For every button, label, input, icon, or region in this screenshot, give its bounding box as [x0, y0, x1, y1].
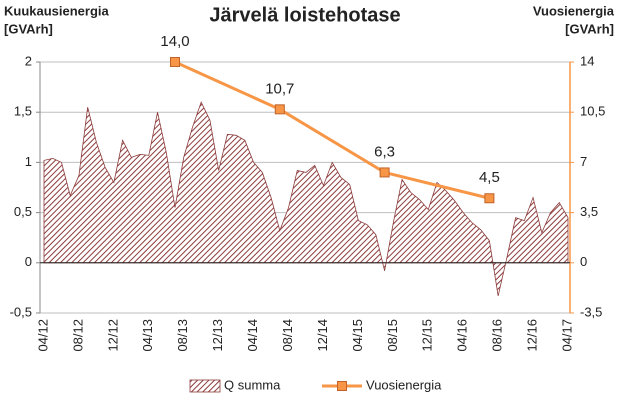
y-tick-label: 1: [25, 154, 32, 169]
y2-tick-label: 10,5: [580, 104, 605, 119]
area: [43, 101, 569, 297]
data-label: 6,3: [374, 143, 395, 160]
data-label: 14,0: [160, 33, 189, 50]
x-tick-label: 08/16: [490, 319, 505, 352]
y2-axis-label: [GVArh]: [565, 21, 614, 36]
y-tick-label: 1,5: [14, 104, 32, 119]
marker: [379, 167, 390, 178]
y-tick-label: -0,5: [10, 304, 32, 319]
y-tick-label: 2: [25, 53, 32, 68]
x-tick-label: 04/17: [559, 319, 574, 352]
data-label: 4,5: [479, 169, 500, 186]
x-tick-label: 12/12: [105, 319, 120, 352]
x-tick-label: 12/13: [210, 319, 225, 352]
y-tick-label: 0,5: [14, 204, 32, 219]
chart-title: Järvelä loistehotase: [209, 4, 400, 26]
data-label: 10,7: [265, 80, 294, 97]
x-tick-label: 12/14: [315, 319, 330, 352]
y-axis-label: Kuukausienergia: [4, 3, 110, 18]
x-tick-label: 08/12: [70, 319, 85, 352]
marker: [274, 104, 285, 115]
x-tick-label: 12/15: [420, 319, 435, 352]
marker: [170, 57, 180, 67]
y2-tick-label: 14: [580, 53, 594, 68]
y2-tick-label: -3,5: [580, 304, 602, 319]
legend-swatch: [189, 379, 221, 393]
legend-swatch: [337, 381, 347, 391]
y-tick-label: 0: [25, 254, 32, 269]
legend-label: Vuosienergia: [366, 377, 442, 392]
line-segment: [279, 108, 386, 174]
y2-tick-label: 7: [580, 154, 587, 169]
marker: [484, 193, 495, 204]
y2-tick-label: 3,5: [580, 204, 598, 219]
y2-axis-label: Vuosienergia: [533, 3, 615, 18]
x-tick-label: 04/12: [35, 319, 50, 352]
x-tick-label: 08/14: [280, 319, 295, 352]
x-tick-label: 08/15: [385, 319, 400, 352]
x-tick-label: 04/13: [140, 319, 155, 352]
y2-tick-label: 0: [580, 254, 587, 269]
x-tick-label: 04/14: [245, 319, 260, 352]
line-segment: [174, 60, 281, 111]
line-segment: [384, 170, 490, 200]
legend-label: Q summa: [224, 377, 281, 392]
x-tick-label: 08/13: [175, 319, 190, 352]
x-tick-label: 12/16: [525, 319, 540, 352]
x-tick-label: 04/16: [455, 319, 470, 352]
x-tick-label: 04/15: [350, 319, 365, 352]
y-axis-label: [GVArh]: [4, 21, 53, 36]
